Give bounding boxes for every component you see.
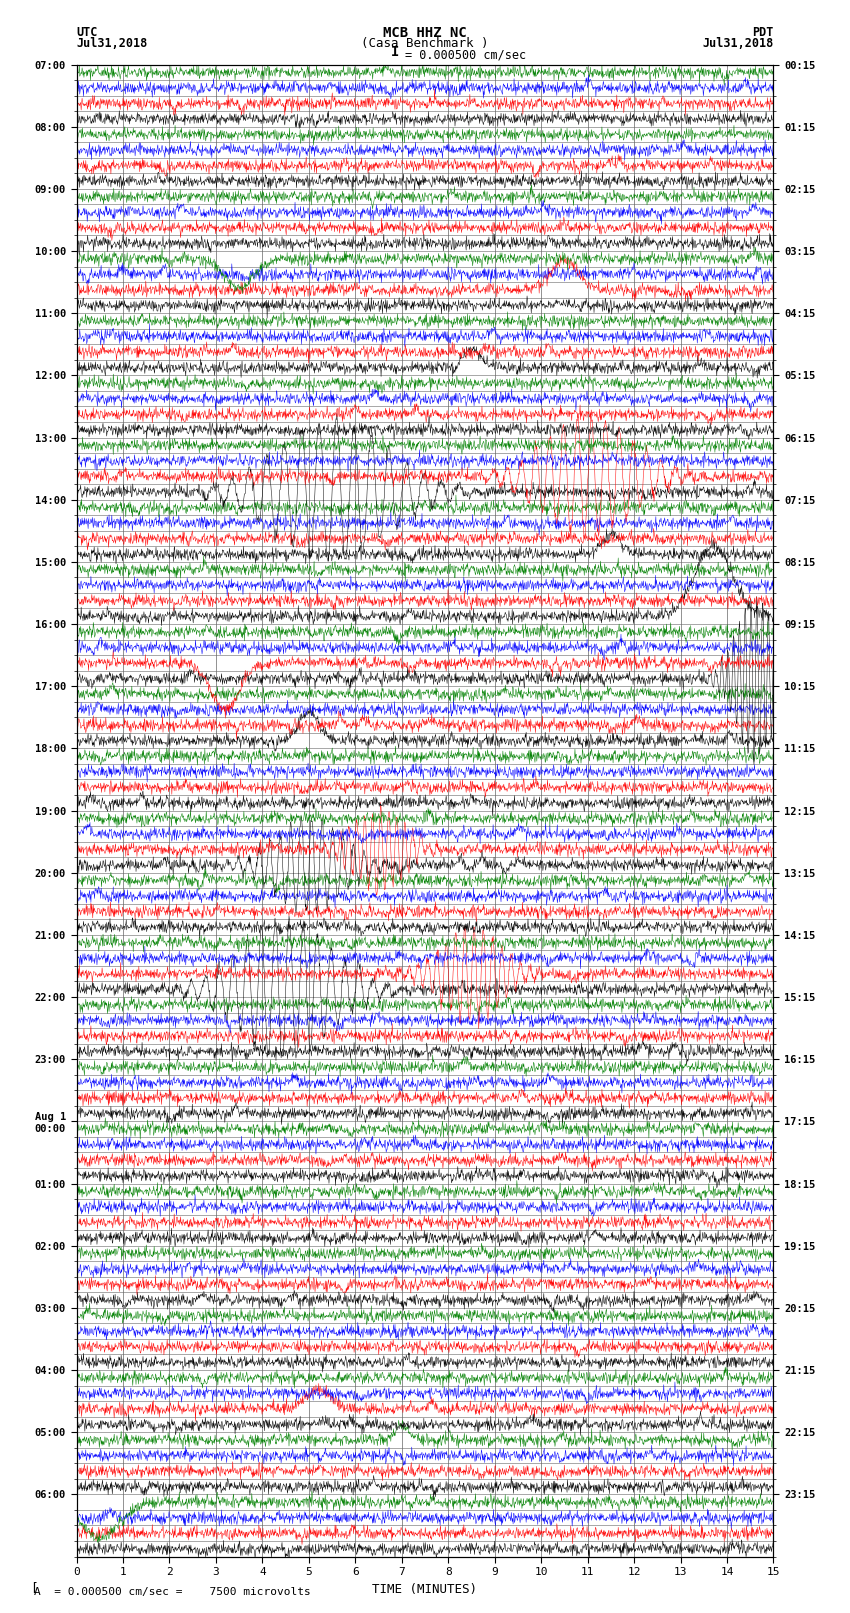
Text: I: I xyxy=(391,45,399,60)
Text: MCB HHZ NC: MCB HHZ NC xyxy=(383,26,467,40)
Text: UTC: UTC xyxy=(76,26,98,39)
Text: PDT: PDT xyxy=(752,26,774,39)
Text: = 0.000500 cm/sec: = 0.000500 cm/sec xyxy=(405,48,525,61)
X-axis label: TIME (MINUTES): TIME (MINUTES) xyxy=(372,1582,478,1595)
Text: Jul31,2018: Jul31,2018 xyxy=(76,37,148,50)
Text: A  = 0.000500 cm/sec =    7500 microvolts: A = 0.000500 cm/sec = 7500 microvolts xyxy=(34,1587,311,1597)
Text: Jul31,2018: Jul31,2018 xyxy=(702,37,774,50)
Text: (Casa Benchmark ): (Casa Benchmark ) xyxy=(361,37,489,50)
Text: [: [ xyxy=(30,1581,37,1594)
